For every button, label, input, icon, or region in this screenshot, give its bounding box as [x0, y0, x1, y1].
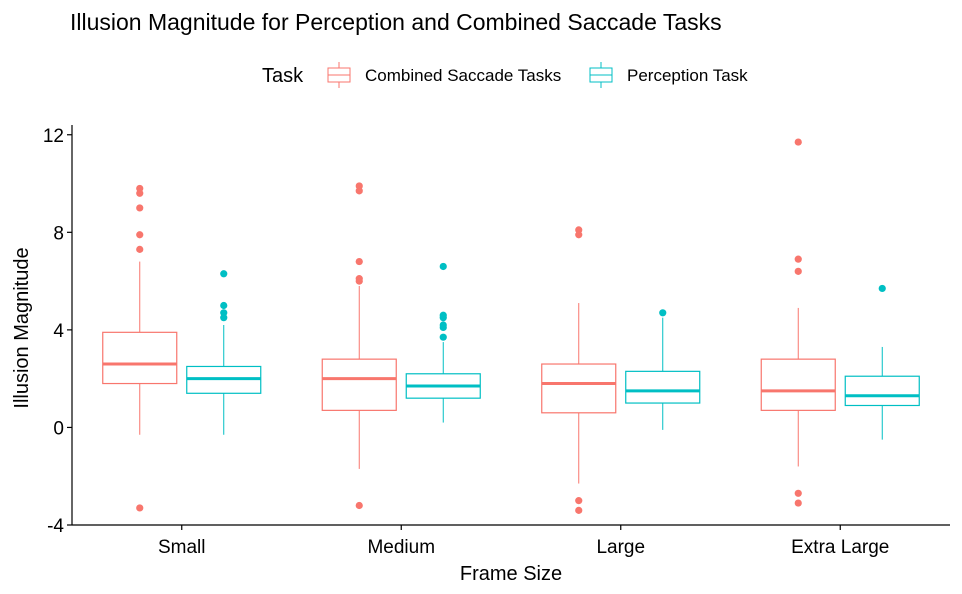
box	[186, 270, 262, 435]
outlier-point	[136, 184, 144, 193]
box-iqr	[844, 375, 920, 407]
outlier-point	[355, 257, 363, 266]
outlier-point	[439, 321, 447, 329]
outlier-point	[794, 267, 802, 275]
outlier-point	[794, 489, 802, 497]
chart-title: Illusion Magnitude for Perception and Co…	[70, 9, 722, 35]
box	[405, 262, 481, 423]
legend: Task Combined Saccade Tasks Perception Ta…	[262, 62, 748, 88]
outlier-point	[136, 245, 144, 253]
outlier-point	[136, 204, 144, 212]
outlier-point	[439, 311, 447, 319]
box	[321, 182, 397, 510]
outlier-point	[439, 262, 447, 271]
outlier-point	[575, 497, 583, 505]
legend-item: Combined Saccade Tasks	[327, 62, 561, 88]
legend-title: Task	[262, 65, 304, 87]
outlier-point	[575, 226, 583, 234]
box-iqr	[541, 363, 617, 414]
y-tick-label: 8	[53, 223, 64, 244]
x-tick-label: Medium	[367, 537, 435, 558]
legend-label: Combined Saccade Tasks	[365, 66, 561, 85]
outlier-point	[439, 333, 447, 341]
box	[625, 309, 701, 430]
series-group	[186, 262, 920, 440]
plot-area	[102, 138, 920, 514]
y-axis-title: Illusion Magnitude	[11, 247, 33, 408]
outlier-point	[136, 504, 144, 512]
box-iqr	[102, 331, 178, 385]
y-tick-label: 12	[43, 126, 64, 147]
box	[541, 226, 617, 514]
box-iqr	[321, 358, 397, 411]
outlier-point	[794, 138, 802, 146]
box	[844, 284, 920, 440]
legend-label: Perception Task	[627, 66, 748, 85]
x-tick-label: Extra Large	[791, 537, 889, 558]
x-axis-title: Frame Size	[460, 563, 562, 585]
y-tick-label: 4	[53, 321, 64, 342]
outlier-point	[136, 231, 144, 239]
outlier-point	[220, 309, 228, 317]
outlier-point	[355, 275, 363, 283]
legend-item: Perception Task	[589, 62, 748, 88]
outlier-point	[355, 501, 363, 510]
outlier-point	[659, 309, 667, 317]
y-axis: -4 0 4 8 12	[43, 125, 73, 537]
x-tick-label: Small	[158, 537, 206, 558]
box-iqr	[625, 370, 701, 404]
outlier-point	[220, 270, 228, 278]
box-iqr	[760, 358, 836, 411]
box	[102, 184, 178, 512]
outlier-point	[878, 284, 886, 293]
x-axis: Small Medium Large Extra Large	[72, 524, 950, 558]
y-tick-label: -4	[47, 516, 64, 537]
y-tick-label: 0	[53, 418, 64, 439]
series-group	[102, 138, 836, 514]
outlier-point	[575, 506, 583, 514]
box	[760, 138, 836, 507]
outlier-point	[794, 255, 802, 263]
outlier-point	[220, 301, 228, 310]
outlier-point	[355, 182, 363, 190]
outlier-point	[794, 499, 802, 507]
x-tick-label: Large	[596, 537, 645, 558]
